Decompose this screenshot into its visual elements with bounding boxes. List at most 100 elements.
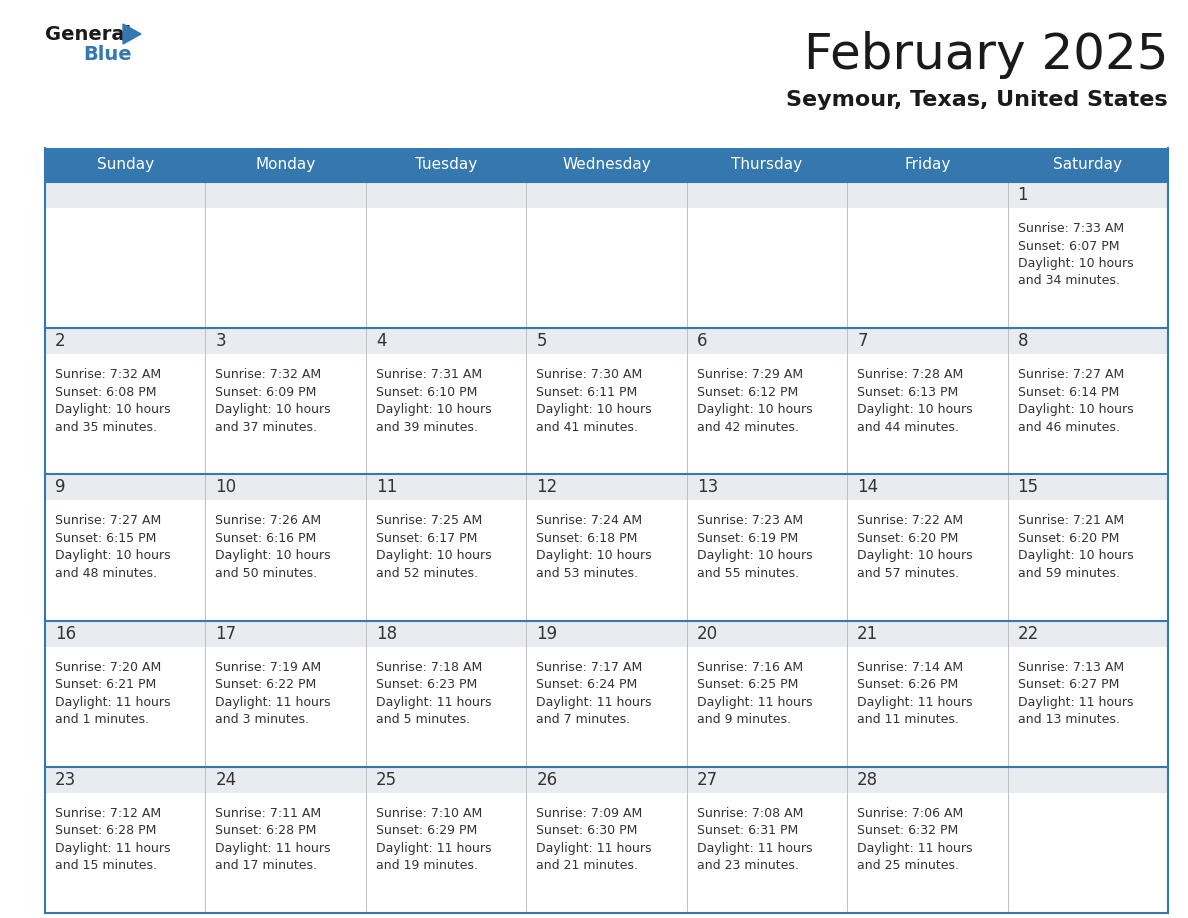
Bar — [687, 646, 847, 767]
Text: Daylight: 10 hours: Daylight: 10 hours — [1018, 549, 1133, 563]
Text: Sunset: 6:26 PM: Sunset: 6:26 PM — [858, 678, 959, 691]
Bar — [687, 182, 847, 208]
Text: Sunrise: 7:18 AM: Sunrise: 7:18 AM — [375, 661, 482, 674]
Bar — [206, 500, 366, 621]
Text: Daylight: 11 hours: Daylight: 11 hours — [1018, 696, 1133, 709]
Text: and 48 minutes.: and 48 minutes. — [55, 567, 157, 580]
Text: Sunset: 6:10 PM: Sunset: 6:10 PM — [375, 386, 478, 398]
Text: 9: 9 — [55, 478, 65, 497]
Bar — [366, 475, 526, 500]
Text: 8: 8 — [1018, 332, 1028, 350]
Text: Sunset: 6:21 PM: Sunset: 6:21 PM — [55, 678, 157, 691]
Text: Daylight: 10 hours: Daylight: 10 hours — [696, 403, 813, 416]
Bar — [45, 182, 206, 208]
Text: 24: 24 — [215, 771, 236, 789]
Bar — [45, 354, 206, 475]
Text: Sunrise: 7:27 AM: Sunrise: 7:27 AM — [55, 514, 162, 528]
Text: Sunrise: 7:10 AM: Sunrise: 7:10 AM — [375, 807, 482, 820]
Text: Daylight: 10 hours: Daylight: 10 hours — [858, 549, 973, 563]
Text: and 52 minutes.: and 52 minutes. — [375, 567, 478, 580]
Text: Seymour, Texas, United States: Seymour, Texas, United States — [786, 90, 1168, 110]
Text: and 21 minutes.: and 21 minutes. — [536, 859, 638, 872]
Text: and 41 minutes.: and 41 minutes. — [536, 420, 638, 433]
Text: Daylight: 11 hours: Daylight: 11 hours — [536, 842, 652, 855]
Text: Saturday: Saturday — [1054, 158, 1123, 173]
Text: 10: 10 — [215, 478, 236, 497]
Text: Sunrise: 7:28 AM: Sunrise: 7:28 AM — [858, 368, 963, 381]
Text: Sunrise: 7:09 AM: Sunrise: 7:09 AM — [536, 807, 643, 820]
Text: Tuesday: Tuesday — [415, 158, 478, 173]
Text: Sunset: 6:20 PM: Sunset: 6:20 PM — [858, 532, 959, 545]
Bar — [687, 354, 847, 475]
Text: Sunset: 6:18 PM: Sunset: 6:18 PM — [536, 532, 638, 545]
Text: Sunset: 6:20 PM: Sunset: 6:20 PM — [1018, 532, 1119, 545]
Bar — [526, 182, 687, 208]
Bar — [45, 475, 206, 500]
Text: General: General — [45, 26, 131, 44]
Text: Sunrise: 7:14 AM: Sunrise: 7:14 AM — [858, 661, 963, 674]
Bar — [366, 646, 526, 767]
Bar — [366, 767, 526, 793]
Text: Sunday: Sunday — [96, 158, 153, 173]
Text: and 7 minutes.: and 7 minutes. — [536, 713, 631, 726]
Text: Daylight: 10 hours: Daylight: 10 hours — [215, 403, 331, 416]
Text: Sunset: 6:29 PM: Sunset: 6:29 PM — [375, 824, 478, 837]
Text: Sunrise: 7:19 AM: Sunrise: 7:19 AM — [215, 661, 322, 674]
Text: and 23 minutes.: and 23 minutes. — [696, 859, 798, 872]
Text: and 13 minutes.: and 13 minutes. — [1018, 713, 1119, 726]
Bar — [1007, 182, 1168, 208]
Text: Daylight: 11 hours: Daylight: 11 hours — [858, 842, 973, 855]
Text: Sunrise: 7:20 AM: Sunrise: 7:20 AM — [55, 661, 162, 674]
Text: Sunset: 6:12 PM: Sunset: 6:12 PM — [696, 386, 798, 398]
Text: Daylight: 11 hours: Daylight: 11 hours — [375, 842, 492, 855]
Bar — [206, 354, 366, 475]
Text: and 42 minutes.: and 42 minutes. — [696, 420, 798, 433]
Text: 19: 19 — [536, 624, 557, 643]
Text: February 2025: February 2025 — [803, 31, 1168, 79]
Text: 1: 1 — [1018, 186, 1028, 204]
Bar — [366, 354, 526, 475]
Text: Monday: Monday — [255, 158, 316, 173]
Text: 5: 5 — [536, 332, 546, 350]
Text: and 3 minutes.: and 3 minutes. — [215, 713, 309, 726]
Bar — [206, 767, 366, 793]
Bar — [847, 208, 1007, 329]
Text: and 34 minutes.: and 34 minutes. — [1018, 274, 1119, 287]
Text: Daylight: 10 hours: Daylight: 10 hours — [375, 403, 492, 416]
Bar — [206, 793, 366, 913]
Bar — [45, 621, 206, 646]
Text: Sunrise: 7:32 AM: Sunrise: 7:32 AM — [215, 368, 322, 381]
Text: Sunrise: 7:26 AM: Sunrise: 7:26 AM — [215, 514, 322, 528]
Bar — [45, 208, 206, 329]
Text: Daylight: 10 hours: Daylight: 10 hours — [55, 403, 171, 416]
Text: Sunrise: 7:17 AM: Sunrise: 7:17 AM — [536, 661, 643, 674]
Text: and 19 minutes.: and 19 minutes. — [375, 859, 478, 872]
Text: Sunrise: 7:12 AM: Sunrise: 7:12 AM — [55, 807, 162, 820]
Text: 15: 15 — [1018, 478, 1038, 497]
Text: 25: 25 — [375, 771, 397, 789]
Text: 16: 16 — [55, 624, 76, 643]
Bar — [45, 646, 206, 767]
Bar — [366, 500, 526, 621]
Text: Sunset: 6:32 PM: Sunset: 6:32 PM — [858, 824, 959, 837]
Text: Sunset: 6:11 PM: Sunset: 6:11 PM — [536, 386, 638, 398]
Text: Sunrise: 7:21 AM: Sunrise: 7:21 AM — [1018, 514, 1124, 528]
Text: 2: 2 — [55, 332, 65, 350]
Text: Sunset: 6:14 PM: Sunset: 6:14 PM — [1018, 386, 1119, 398]
Bar — [45, 329, 206, 354]
Text: Sunset: 6:07 PM: Sunset: 6:07 PM — [1018, 240, 1119, 252]
Text: and 46 minutes.: and 46 minutes. — [1018, 420, 1119, 433]
Bar — [206, 182, 366, 208]
Bar — [687, 475, 847, 500]
Bar — [526, 208, 687, 329]
Bar — [45, 500, 206, 621]
Text: 26: 26 — [536, 771, 557, 789]
Text: 22: 22 — [1018, 624, 1038, 643]
Bar — [526, 767, 687, 793]
Bar — [366, 208, 526, 329]
Text: Daylight: 10 hours: Daylight: 10 hours — [375, 549, 492, 563]
Bar — [526, 354, 687, 475]
Text: Daylight: 10 hours: Daylight: 10 hours — [55, 549, 171, 563]
Bar — [847, 767, 1007, 793]
Text: and 57 minutes.: and 57 minutes. — [858, 567, 959, 580]
